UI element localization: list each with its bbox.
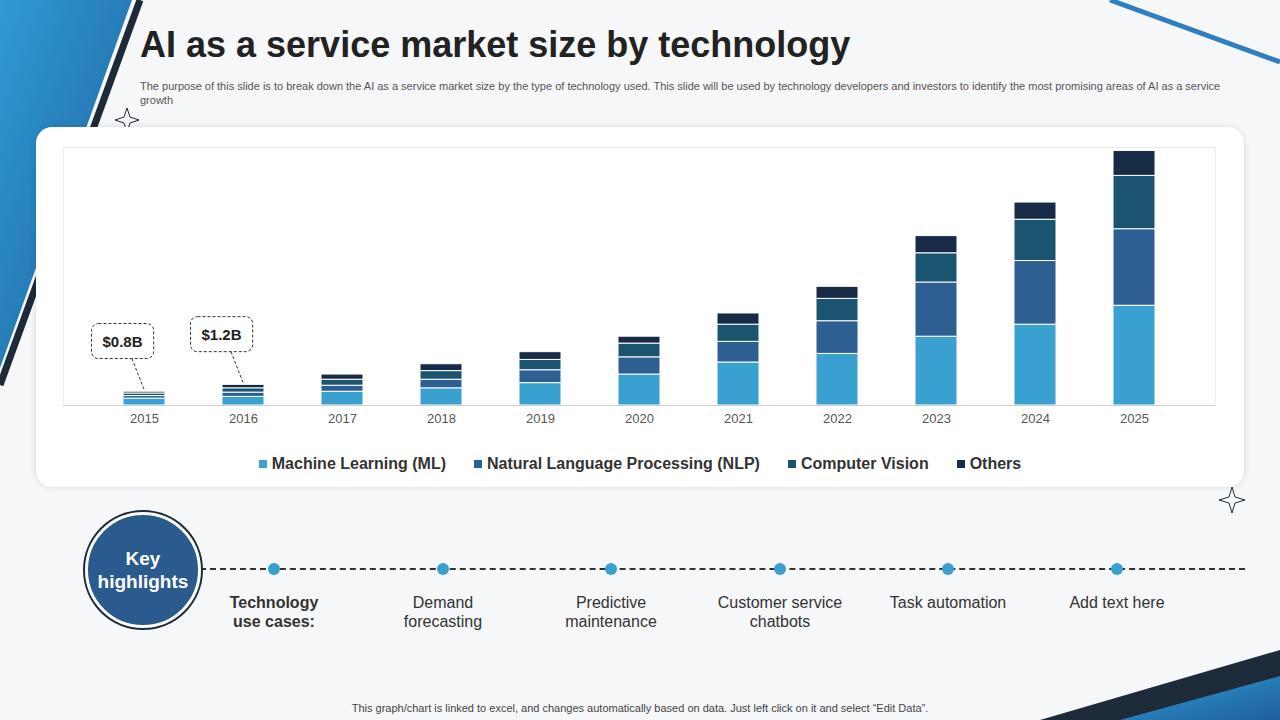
svg-text:2025: 2025	[1120, 411, 1149, 426]
svg-text:$1.2B: $1.2B	[201, 326, 241, 343]
html-text:This graph/chart is linked to: This graph/chart is linked to excel, and…	[351, 702, 929, 714]
html-text:AI as a service market size by: AI as a service market size by technolog…	[140, 24, 851, 65]
svg-text:2024: 2024	[1021, 411, 1050, 426]
svg-text:2023: 2023	[922, 411, 951, 426]
svg-text:2015: 2015	[130, 411, 159, 426]
html-text:Add text here: Add text here	[1069, 594, 1165, 611]
html-text:Technology use cases:: Technology use cases:	[229, 594, 319, 630]
html-text:Demand forecasting: Demand forecasting	[403, 594, 483, 630]
svg-text:2017: 2017	[328, 411, 357, 426]
html-text:Natural Language Processing (N: Natural Language Processing (NLP)	[487, 455, 760, 472]
html-text:Machine Learning (ML): Machine Learning (ML)	[271, 455, 446, 472]
html-text:Predictive maintenance: Predictive maintenance	[565, 594, 657, 630]
svg-text:2020: 2020	[625, 411, 654, 426]
html-text:Others: Others	[969, 455, 1022, 472]
svg-text:2022: 2022	[823, 411, 852, 426]
svg-text:2021: 2021	[724, 411, 753, 426]
html-text:Task automation: Task automation	[889, 594, 1007, 611]
svg-text:$0.8B: $0.8B	[102, 333, 142, 350]
svg-text:2016: 2016	[229, 411, 258, 426]
svg-text:2019: 2019	[526, 411, 555, 426]
html-text:The purpose of this slide is t: The purpose of this slide is to break do…	[140, 80, 1221, 106]
html-text:Customer service chatbots: Customer service chatbots	[717, 594, 843, 630]
html-text:Computer Vision: Computer Vision	[800, 455, 929, 472]
svg-text:2018: 2018	[427, 411, 456, 426]
html-text:Key highlights: Key highlights	[97, 548, 189, 592]
